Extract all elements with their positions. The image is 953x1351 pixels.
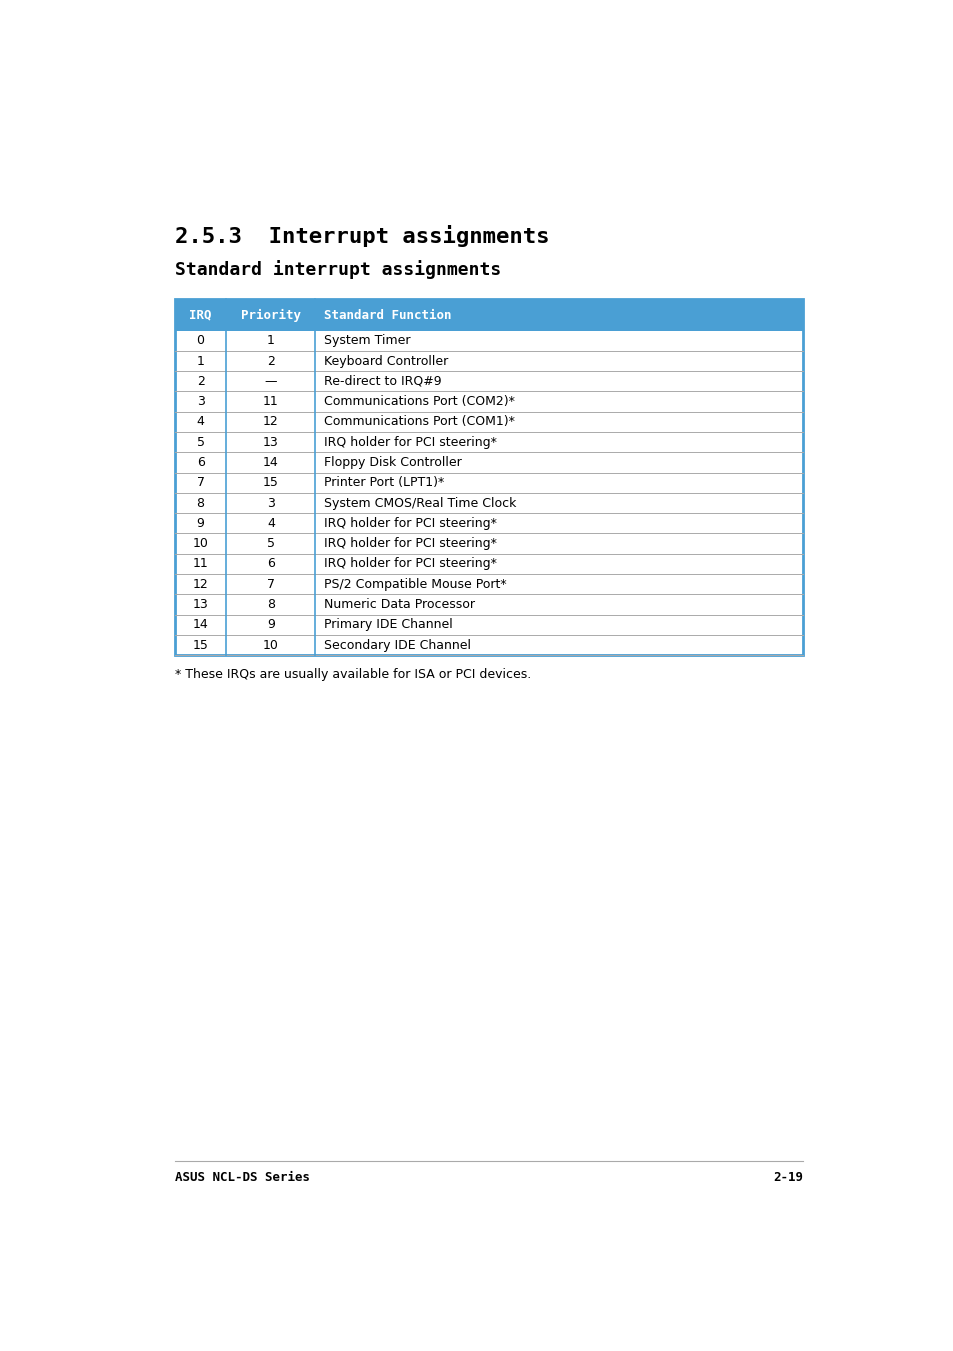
- Text: 2: 2: [267, 354, 274, 367]
- Text: Primary IDE Channel: Primary IDE Channel: [324, 619, 453, 631]
- Text: 1: 1: [196, 354, 204, 367]
- Bar: [174, 432, 802, 453]
- Text: ASUS NCL-DS Series: ASUS NCL-DS Series: [174, 1171, 310, 1185]
- Text: PS/2 Compatible Mouse Port*: PS/2 Compatible Mouse Port*: [324, 578, 506, 590]
- Text: 10: 10: [193, 538, 209, 550]
- Text: System Timer: System Timer: [324, 334, 410, 347]
- Text: 5: 5: [267, 538, 274, 550]
- Text: Standard Function: Standard Function: [324, 308, 451, 322]
- Bar: [174, 351, 802, 372]
- Bar: [174, 372, 802, 392]
- Bar: [174, 594, 802, 615]
- Text: Printer Port (LPT1)*: Printer Port (LPT1)*: [324, 477, 444, 489]
- Text: IRQ holder for PCI steering*: IRQ holder for PCI steering*: [324, 558, 497, 570]
- Text: Keyboard Controller: Keyboard Controller: [324, 354, 448, 367]
- Bar: [174, 300, 802, 331]
- Text: Secondary IDE Channel: Secondary IDE Channel: [324, 639, 471, 651]
- Text: IRQ: IRQ: [189, 308, 212, 322]
- Text: 6: 6: [267, 558, 274, 570]
- Text: —: —: [264, 374, 276, 388]
- Bar: [174, 513, 802, 534]
- Text: 7: 7: [267, 578, 274, 590]
- Bar: [174, 453, 802, 473]
- Text: 2-19: 2-19: [772, 1171, 802, 1185]
- Text: 15: 15: [263, 477, 278, 489]
- Text: 13: 13: [193, 598, 209, 611]
- Bar: [174, 412, 802, 432]
- Text: 11: 11: [263, 394, 278, 408]
- Text: IRQ holder for PCI steering*: IRQ holder for PCI steering*: [324, 538, 497, 550]
- Bar: [174, 473, 802, 493]
- Text: 15: 15: [193, 639, 209, 651]
- Text: 12: 12: [263, 415, 278, 428]
- Text: 4: 4: [267, 517, 274, 530]
- Text: 8: 8: [196, 497, 204, 509]
- Text: System CMOS/Real Time Clock: System CMOS/Real Time Clock: [324, 497, 516, 509]
- Text: 14: 14: [263, 457, 278, 469]
- Text: IRQ holder for PCI steering*: IRQ holder for PCI steering*: [324, 517, 497, 530]
- Text: 2.5.3  Interrupt assignments: 2.5.3 Interrupt assignments: [174, 224, 549, 246]
- Text: 6: 6: [196, 457, 204, 469]
- Text: Communications Port (COM1)*: Communications Port (COM1)*: [324, 415, 515, 428]
- Text: Standard interrupt assignments: Standard interrupt assignments: [174, 259, 500, 278]
- Text: Numeric Data Processor: Numeric Data Processor: [324, 598, 475, 611]
- Bar: [174, 635, 802, 655]
- Text: 8: 8: [267, 598, 274, 611]
- Text: Floppy Disk Controller: Floppy Disk Controller: [324, 457, 461, 469]
- Bar: [174, 534, 802, 554]
- Text: 13: 13: [263, 436, 278, 449]
- Text: 1: 1: [267, 334, 274, 347]
- Text: * These IRQs are usually available for ISA or PCI devices.: * These IRQs are usually available for I…: [174, 667, 531, 681]
- Text: 14: 14: [193, 619, 209, 631]
- Text: 7: 7: [196, 477, 204, 489]
- Text: 11: 11: [193, 558, 209, 570]
- Bar: [174, 392, 802, 412]
- Text: 5: 5: [196, 436, 204, 449]
- Text: 4: 4: [196, 415, 204, 428]
- Text: Communications Port (COM2)*: Communications Port (COM2)*: [324, 394, 515, 408]
- Text: 10: 10: [263, 639, 278, 651]
- Text: 0: 0: [196, 334, 204, 347]
- Bar: [174, 493, 802, 513]
- Text: 3: 3: [267, 497, 274, 509]
- Text: Priority: Priority: [240, 308, 300, 322]
- Text: IRQ holder for PCI steering*: IRQ holder for PCI steering*: [324, 436, 497, 449]
- Text: 2: 2: [196, 374, 204, 388]
- Bar: [174, 300, 802, 655]
- Text: 9: 9: [267, 619, 274, 631]
- Text: 12: 12: [193, 578, 209, 590]
- Bar: [174, 574, 802, 594]
- Text: 9: 9: [196, 517, 204, 530]
- Bar: [174, 331, 802, 351]
- Text: Re-direct to IRQ#9: Re-direct to IRQ#9: [324, 374, 441, 388]
- Text: 3: 3: [196, 394, 204, 408]
- Bar: [174, 554, 802, 574]
- Bar: [174, 615, 802, 635]
